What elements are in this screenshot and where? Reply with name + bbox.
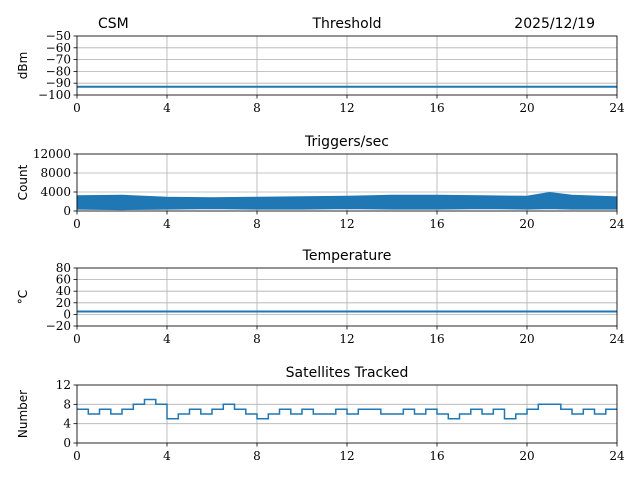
x-tick-label: 16 (429, 101, 444, 115)
x-tick-label: 16 (429, 217, 444, 231)
y-tick-label: 12 (56, 378, 71, 392)
y-tick-label: 40 (56, 284, 71, 298)
panel-title: Threshold (312, 16, 382, 32)
header-left-label: CSM (98, 16, 129, 32)
x-tick-label: 8 (253, 101, 261, 115)
header-date-label: 2025/12/19 (514, 16, 595, 32)
x-tick-label: 20 (519, 217, 534, 231)
x-tick-label: 12 (339, 332, 354, 346)
x-tick-label: 4 (163, 332, 171, 346)
x-tick-label: 12 (339, 101, 354, 115)
x-tick-label: 4 (163, 101, 171, 115)
y-axis-label: Count (16, 164, 30, 200)
y-axis-label: dBm (16, 52, 30, 80)
y-tick-label: 20 (56, 296, 71, 310)
panel-title: Temperature (302, 248, 392, 264)
y-tick-label: 0 (63, 436, 71, 450)
y-tick-label: −100 (38, 88, 71, 102)
y-tick-label: −90 (46, 76, 71, 90)
x-tick-label: 12 (339, 449, 354, 463)
x-tick-label: 0 (73, 217, 81, 231)
x-tick-label: 24 (609, 101, 625, 115)
y-tick-label: 8000 (40, 166, 71, 180)
x-tick-label: 8 (253, 332, 261, 346)
y-tick-label: −20 (46, 319, 71, 333)
x-tick-label: 0 (73, 101, 81, 115)
x-tick-label: 8 (253, 449, 261, 463)
x-tick-label: 12 (339, 217, 354, 231)
x-tick-label: 4 (163, 217, 171, 231)
panel-title: Triggers/sec (304, 134, 389, 150)
x-tick-label: 24 (609, 332, 625, 346)
panel-title: Satellites Tracked (286, 365, 409, 381)
x-tick-label: 24 (609, 217, 625, 231)
x-tick-label: 16 (429, 332, 444, 346)
panel-1: 0 4 8 12 16 20 24 −50−60−70−80−90−100 Threshold d… (16, 16, 625, 115)
panel-2: 0 4 8 12 16 20 24 0 4000 8000 12000 Triggers/sec Cou… (16, 134, 625, 231)
series-line (77, 398, 617, 420)
x-tick-label: 0 (73, 449, 81, 463)
y-tick-label: −70 (46, 53, 71, 67)
x-tick-label: 4 (163, 449, 171, 463)
y-tick-label: −60 (46, 41, 71, 55)
x-tick-label: 20 (519, 332, 534, 346)
y-tick-label: 0 (63, 307, 71, 321)
y-tick-label: 60 (56, 273, 71, 287)
y-tick-label: −80 (46, 64, 71, 78)
panel-4: 0 4 8 12 16 20 24 0 4 8 12 Satellites Tracked Number (16, 365, 625, 463)
y-tick-label: −50 (46, 29, 71, 43)
x-tick-label: 8 (253, 217, 261, 231)
x-tick-label: 0 (73, 332, 81, 346)
x-tick-label: 20 (519, 101, 534, 115)
y-tick-label: 12000 (33, 147, 71, 161)
y-tick-label: 4 (63, 417, 71, 431)
y-axis-label: °C (16, 290, 30, 304)
x-tick-label: 16 (429, 449, 444, 463)
y-tick-label: 4000 (40, 185, 71, 199)
x-tick-label: 24 (609, 449, 625, 463)
y-tick-label: 80 (56, 261, 71, 275)
y-tick-label: 0 (63, 204, 71, 218)
y-axis-label: Number (16, 390, 30, 438)
y-tick-label: 8 (63, 397, 71, 411)
x-tick-label: 20 (519, 449, 534, 463)
